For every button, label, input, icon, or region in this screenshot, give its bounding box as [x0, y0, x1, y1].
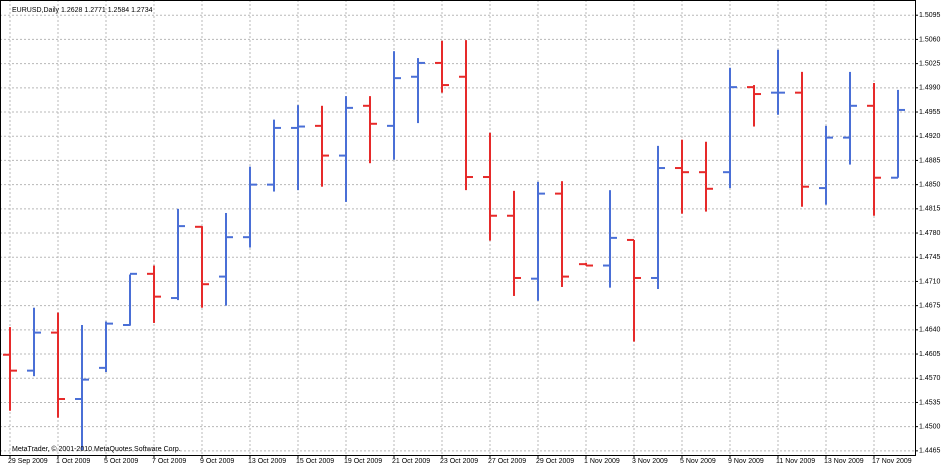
y-tick-label: 1.4710 — [919, 278, 941, 285]
x-tick-label: 17 Nov 2009 — [872, 458, 912, 465]
y-tick-label: 1.4920 — [919, 133, 941, 140]
x-tick-label: 19 Oct 2009 — [344, 458, 382, 465]
x-tick-label: 21 Oct 2009 — [392, 458, 430, 465]
x-tick-label: 9 Nov 2009 — [728, 458, 764, 465]
x-tick-label: 5 Nov 2009 — [680, 458, 716, 465]
y-tick-label: 1.4815 — [919, 206, 941, 213]
y-tick-label: 1.4535 — [919, 399, 941, 406]
y-tick-label: 1.4780 — [919, 230, 941, 237]
x-tick-label: 11 Nov 2009 — [776, 458, 815, 465]
y-tick-label: 1.4745 — [919, 254, 941, 261]
x-tick-label: 13 Nov 2009 — [824, 458, 864, 465]
y-tick-label: 1.4500 — [919, 423, 941, 430]
x-tick-label: 13 Oct 2009 — [248, 458, 286, 465]
y-tick-label: 1.4885 — [919, 157, 941, 164]
y-tick-label: 1.4990 — [919, 85, 941, 92]
y-tick-label: 1.5095 — [919, 12, 941, 19]
bars — [3, 40, 905, 451]
y-tick-label: 1.5025 — [919, 60, 941, 67]
copyright: MetaTrader, © 2001-2010 MetaQuotes Softw… — [12, 445, 181, 453]
chart-title: EURUSD,Daily 1.2628 1.2771 1.2584 1.2734 — [12, 7, 153, 14]
y-tick-label: 1.4605 — [919, 351, 941, 358]
y-tick-label: 1.4955 — [919, 109, 941, 116]
x-tick-label: 23 Oct 2009 — [440, 458, 478, 465]
y-tick-label: 1.4465 — [919, 448, 941, 455]
grid — [0, 0, 915, 455]
y-tick-label: 1.4850 — [919, 181, 941, 188]
x-tick-label: 1 Nov 2009 — [584, 458, 620, 465]
x-tick-label: 29 Oct 2009 — [536, 458, 574, 465]
y-tick-label: 1.4570 — [919, 375, 941, 382]
x-tick-label: 1 Oct 2009 — [56, 458, 90, 465]
x-tick-label: 27 Oct 2009 — [488, 458, 526, 465]
y-tick-label: 1.5060 — [919, 36, 941, 43]
x-tick-label: 5 Oct 2009 — [104, 458, 138, 465]
x-tick-label: 9 Oct 2009 — [200, 458, 234, 465]
y-tick-label: 1.4675 — [919, 302, 941, 309]
x-tick-label: 7 Oct 2009 — [152, 458, 186, 465]
x-tick-label: 15 Oct 2009 — [296, 458, 334, 465]
x-tick-label: 29 Sep 2009 — [8, 458, 48, 465]
y-tick-label: 1.4640 — [919, 327, 941, 334]
plot-border — [0, 0, 916, 456]
x-tick-label: 3 Nov 2009 — [632, 458, 668, 465]
